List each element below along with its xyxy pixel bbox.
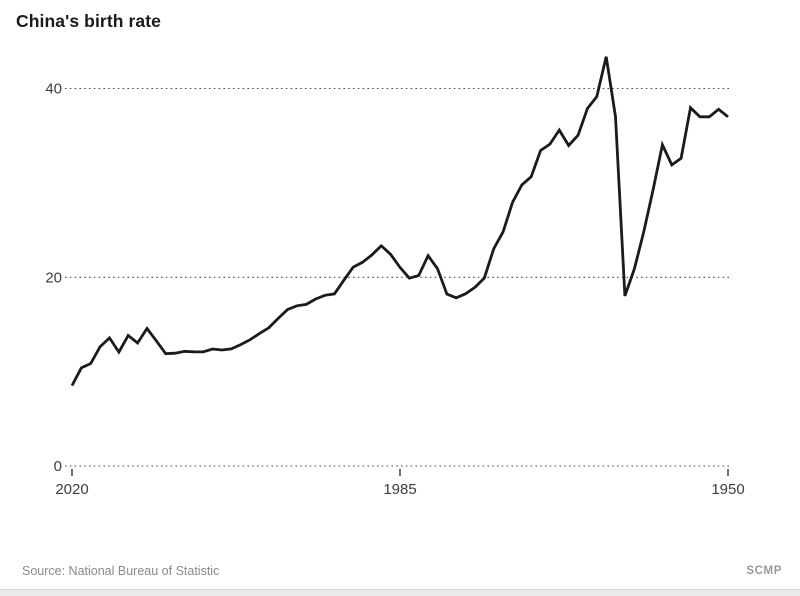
source-note: Source: National Bureau of Statistic (22, 564, 220, 578)
x-axis-labels: 2020 1985 1950 (55, 481, 744, 498)
x-tick-label: 1950 (711, 481, 744, 498)
y-tick-label: 0 (54, 458, 62, 475)
chart-title: China's birth rate (16, 11, 162, 31)
scmp-logo: SCMP (746, 565, 782, 577)
y-tick-label: 40 (45, 81, 62, 98)
y-tick-label: 20 (45, 269, 62, 286)
x-tick-label: 2020 (55, 481, 88, 498)
bottom-bar (0, 589, 800, 596)
y-gridlines (65, 87, 732, 467)
x-axis-ticks (71, 469, 729, 476)
x-tick-label: 1985 (383, 481, 416, 498)
birth-rate-line (70, 56, 729, 387)
y-axis-labels: 0 20 40 (45, 81, 62, 476)
